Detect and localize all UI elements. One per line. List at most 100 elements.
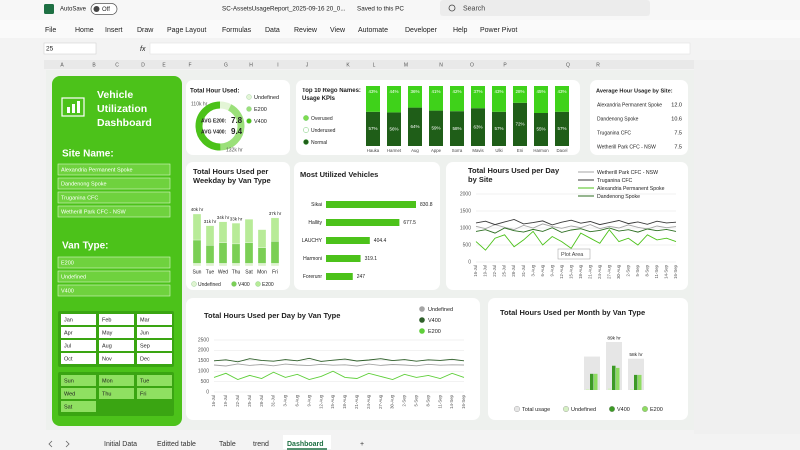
slicer-item-label[interactable]: Wetherill Park CFC - NSW [61, 209, 126, 215]
slicer-item-label[interactable]: E200 [61, 260, 74, 266]
month-label[interactable]: Nov [102, 356, 112, 362]
month-label[interactable]: Aug [102, 343, 112, 349]
menu-tab[interactable]: Page Layout [167, 27, 206, 34]
slicer-item-label[interactable]: Alexandria Permanent Spoke [61, 167, 133, 173]
month-label[interactable]: Sep [140, 343, 150, 349]
search-placeholder[interactable]: Search [463, 5, 485, 12]
sheet-tab[interactable]: Editted table [157, 441, 196, 448]
sheet-tab[interactable]: Initial Data [104, 441, 137, 448]
slicer-item-label[interactable]: Truganina CFC [61, 195, 98, 201]
toggle-knob [93, 6, 100, 12]
y-tick-label: 500 [463, 242, 472, 248]
tab-nav-prev[interactable] [48, 440, 53, 448]
month-button[interactable] [99, 327, 134, 338]
legend-swatch [609, 406, 616, 413]
kpi-bar-underused [555, 86, 569, 112]
month-label[interactable]: Jun [140, 330, 149, 336]
month-button[interactable] [61, 340, 96, 351]
site-name: Dandenong Spoke [597, 116, 639, 122]
month-label[interactable]: May [102, 330, 113, 336]
menu-tab[interactable]: Data [265, 27, 280, 34]
month-label[interactable]: Dec [140, 356, 150, 362]
sheet-tab[interactable]: Table [219, 441, 236, 448]
month-button[interactable] [99, 314, 134, 325]
day-label[interactable]: Thu [102, 391, 111, 397]
month-button[interactable] [61, 353, 96, 364]
day-label[interactable]: Tue [140, 378, 149, 384]
fx-button[interactable]: fx [140, 46, 146, 53]
stacked-bar [244, 219, 254, 243]
menu-tab[interactable]: Draw [137, 27, 154, 34]
x-tick-label: Dacel [557, 148, 568, 153]
slicer-item[interactable] [57, 163, 171, 176]
menu-tab[interactable]: Review [294, 27, 318, 34]
month-button[interactable] [61, 314, 96, 325]
day-label[interactable]: Sun [64, 378, 74, 384]
text-block: Total Hours Used per Weekday by Van Type [193, 167, 271, 185]
menu-tab[interactable]: Power Pivot [480, 27, 517, 34]
day-button[interactable] [137, 388, 172, 399]
menu-tab[interactable]: File [45, 27, 56, 34]
bar [326, 237, 370, 244]
series-line [475, 223, 677, 231]
tab-nav-next[interactable] [65, 440, 70, 448]
month-button[interactable] [61, 327, 96, 338]
grid-right [694, 60, 800, 436]
day-label[interactable]: Wed [64, 391, 75, 397]
formula-input[interactable] [149, 42, 691, 55]
legend-label: Truganina CFC [597, 178, 633, 184]
panel [186, 298, 480, 420]
menu-tab[interactable]: Insert [105, 27, 123, 34]
day-button[interactable] [99, 375, 134, 386]
day-button[interactable] [99, 388, 134, 399]
slicer-item[interactable] [57, 177, 171, 190]
slicer-item[interactable] [57, 256, 171, 269]
x-tick-label: 12-Aug [559, 264, 564, 278]
month-button[interactable] [137, 353, 172, 364]
slicer-item-label[interactable]: V400 [61, 288, 74, 294]
menu-tab[interactable]: Automate [358, 27, 388, 34]
day-label[interactable]: Fri [140, 391, 146, 397]
month-label[interactable]: Oct [64, 356, 73, 362]
day-button[interactable] [61, 375, 96, 386]
legend-label: Undefined [571, 407, 596, 413]
slicer-item[interactable] [57, 191, 171, 204]
month-button[interactable] [137, 314, 172, 325]
x-tick-label: 3-Aug [283, 394, 288, 406]
month-label[interactable]: Apr [64, 330, 73, 336]
menu-tab[interactable]: View [330, 27, 346, 34]
month-label[interactable]: Feb [102, 317, 111, 323]
slicer-item[interactable] [57, 270, 171, 283]
day-button[interactable] [137, 375, 172, 386]
slicer-item-label[interactable]: Undefined [61, 274, 86, 280]
cell-reference: 25 [46, 46, 54, 53]
stacked-bar [205, 263, 215, 267]
month-label[interactable]: Jan [64, 317, 73, 323]
menu-tab[interactable]: Help [453, 27, 468, 34]
day-button[interactable] [61, 388, 96, 399]
name-box[interactable] [43, 42, 97, 55]
sheet-tab[interactable]: trend [253, 441, 269, 448]
menu-tab[interactable]: Home [75, 27, 94, 34]
month-label[interactable]: Mar [140, 317, 150, 323]
menu-tab[interactable]: Formulas [222, 27, 252, 34]
month-button[interactable] [99, 353, 134, 364]
slicer-item[interactable] [57, 205, 171, 218]
sheet-tab[interactable]: + [360, 441, 364, 448]
month-button[interactable] [137, 327, 172, 338]
month-button[interactable] [137, 340, 172, 351]
search-box[interactable] [440, 0, 650, 16]
menu-tab[interactable]: Developer [405, 27, 438, 34]
x-tick-label: 11-Sep [437, 394, 442, 408]
slicer-item[interactable] [57, 284, 171, 297]
month-button[interactable] [99, 340, 134, 351]
day-label[interactable]: Mon [102, 378, 113, 384]
column-header: M [404, 62, 408, 68]
x-tick-label: Mon [257, 269, 267, 275]
slicer-item-label[interactable]: Dandenong Spoke [61, 181, 107, 187]
x-tick-label: 9-Aug [306, 394, 311, 406]
day-button[interactable] [61, 401, 96, 412]
sheet-tab[interactable]: Dashboard [287, 441, 324, 448]
day-label[interactable]: Sat [64, 404, 73, 410]
month-label[interactable]: Jul [64, 343, 71, 349]
